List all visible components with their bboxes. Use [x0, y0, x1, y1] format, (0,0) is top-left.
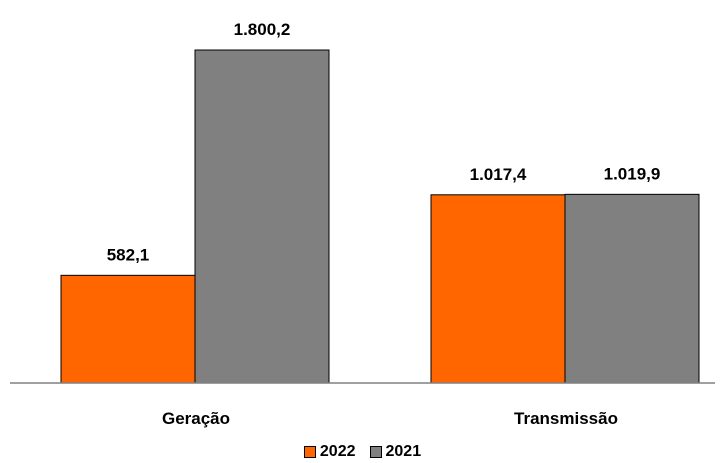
bar-2021-1 — [564, 193, 700, 384]
category-label-1: Transmissão — [514, 409, 618, 428]
bars-group — [60, 49, 700, 384]
legend-item-2022: 2022 — [303, 443, 356, 461]
legend: 2022 2021 — [0, 442, 725, 462]
data-label-2021-0: 1.800,2 — [234, 20, 291, 39]
category-label-0: Geração — [162, 409, 230, 428]
legend-swatch-2022 — [303, 446, 316, 458]
value-labels-group: 582,1 1.800,2 1.017,4 1.019,9 — [107, 20, 661, 264]
category-labels-group: Geração Transmissão — [162, 409, 618, 428]
data-label-2022-1: 1.017,4 — [470, 165, 527, 184]
data-label-2022-0: 582,1 — [107, 245, 150, 264]
bar-2022-1 — [430, 194, 566, 384]
data-label-2021-1: 1.019,9 — [604, 164, 661, 183]
legend-item-2021: 2021 — [369, 443, 422, 461]
bar-2022-0 — [60, 274, 196, 384]
legend-label-2021: 2021 — [385, 443, 422, 460]
legend-swatch-2021 — [369, 446, 382, 458]
legend-label-2022: 2022 — [319, 443, 356, 460]
bar-2021-0 — [194, 49, 330, 384]
